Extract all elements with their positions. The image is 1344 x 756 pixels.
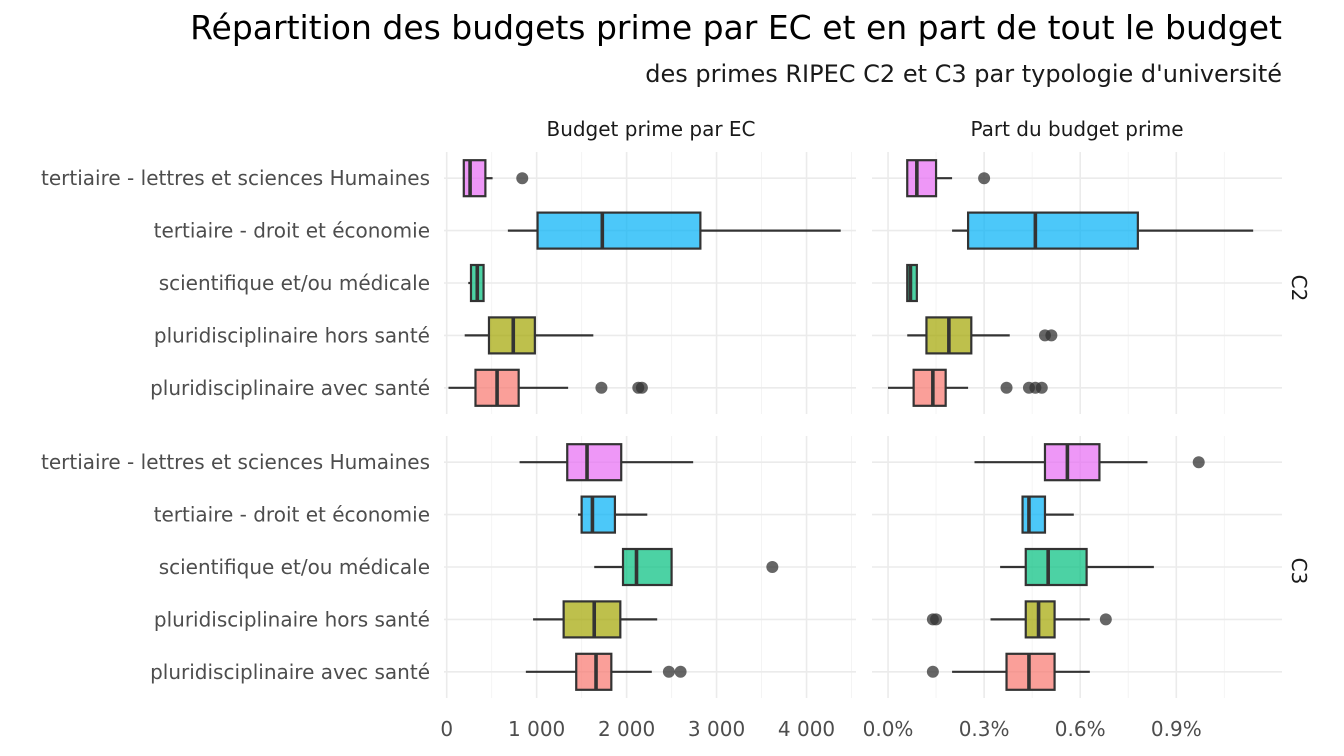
boxplot-tertiaire-lettres-et-sciences-humaines (462, 159, 529, 198)
outlier-point (662, 665, 675, 678)
category-label-pluridisciplinaire-hors-sante: pluridisciplinaire hors santé (154, 607, 430, 631)
box-iqr (1043, 443, 1101, 482)
category-label-pluridisciplinaire-avec-sante: pluridisciplinaire avec santé (150, 376, 430, 400)
facet-label-c3: C3 (1287, 558, 1311, 585)
boxplot-tertiaire-droit-et-economie (507, 211, 841, 250)
outlier-point (595, 381, 608, 394)
category-label-tertiaire-droit-et-economie: tertiaire - droit et économie (154, 503, 430, 527)
outlier-point (766, 561, 779, 573)
panel-c3-budget-prime-par-ec (519, 443, 779, 691)
outlier-point (635, 381, 648, 394)
category-label-pluridisciplinaire-avec-sante: pluridisciplinaire avec santé (150, 660, 430, 684)
box-iqr (575, 652, 613, 691)
category-label-tertiaire-lettres-et-sciences-humaines: tertiaire - lettres et sciences Humaines (41, 450, 430, 474)
boxplot-scientifique-et-ou-medicale (906, 263, 918, 303)
category-label-pluridisciplinaire-hors-sante: pluridisciplinaire hors santé (154, 323, 430, 347)
x-tick-label: 3 000 (688, 717, 745, 741)
facet-label-c2: C2 (1287, 275, 1311, 302)
x-tick-label: 1 000 (508, 717, 565, 741)
chart-subtitle: des primes RIPEC C2 et C3 par typologie … (645, 60, 1282, 88)
x-tick-label: 0.9% (1151, 717, 1202, 741)
category-label-scientifique-et-ou-medicale: scientifique et/ou médicale (159, 555, 430, 579)
boxplot-scientifique-et-ou-medicale (594, 547, 779, 587)
facet-label-budget-prime-par-ec: Budget prime par EC (546, 117, 755, 141)
boxplot-scientifique-et-ou-medicale (1000, 547, 1154, 587)
outlier-point (930, 613, 943, 626)
boxplot-scientifique-et-ou-medicale (468, 263, 485, 303)
box-iqr (562, 600, 622, 639)
x-tick-label: 0.3% (959, 717, 1010, 741)
x-tick-label: 2 000 (598, 717, 655, 741)
boxplot-pluridisciplinaire-avec-sante (525, 652, 687, 691)
box-iqr (912, 368, 947, 407)
category-label-tertiaire-droit-et-economie: tertiaire - droit et économie (154, 219, 430, 243)
box-iqr (906, 159, 938, 198)
box-iqr (462, 159, 487, 198)
outlier-point (978, 172, 991, 185)
box-iqr (966, 211, 1139, 250)
boxplot-tertiaire-droit-et-economie (952, 211, 1254, 250)
facet-label-part-du-budget-prime: Part du budget prime (970, 117, 1183, 141)
box-iqr (580, 495, 617, 534)
x-tick-label: 4 000 (778, 717, 835, 741)
boxplot-tertiaire-lettres-et-sciences-humaines (974, 443, 1205, 482)
boxplot-pluridisciplinaire-hors-sante (533, 600, 658, 639)
boxplot-tertiaire-lettres-et-sciences-humaines (519, 443, 694, 482)
box-iqr (1021, 495, 1047, 534)
panel-c2-part-du-budget-prime (888, 159, 1254, 407)
boxplot-pluridisciplinaire-hors-sante (907, 316, 1058, 355)
category-label-scientifique-et-ou-medicale: scientifique et/ou médicale (159, 271, 430, 295)
x-tick-label: 0.0% (863, 717, 914, 741)
boxplot-pluridisciplinaire-hors-sante (464, 316, 594, 355)
boxplot-pluridisciplinaire-avec-sante (888, 368, 1048, 407)
outlier-point (1192, 456, 1205, 469)
box-iqr (536, 211, 702, 250)
outlier-point (1035, 381, 1048, 394)
outlier-point (926, 665, 939, 678)
chart-title: Répartition des budgets prime par EC et … (190, 8, 1282, 47)
outlier-point (674, 665, 687, 678)
box-iqr (566, 443, 623, 482)
boxplot-tertiaire-droit-et-economie (1021, 495, 1074, 534)
facet-panels: tertiaire - lettres et sciences Humaines… (41, 152, 1282, 741)
boxplot-pluridisciplinaire-hors-sante (926, 600, 1112, 639)
boxplot-tertiaire-lettres-et-sciences-humaines (906, 159, 991, 198)
boxplot-pluridisciplinaire-avec-sante (448, 368, 648, 407)
panel-c3-part-du-budget-prime (926, 443, 1205, 691)
outlier-point (1099, 613, 1112, 626)
x-tick-label: 0.6% (1055, 717, 1106, 741)
panel-c2-budget-prime-par-ec (448, 159, 841, 407)
category-label-tertiaire-lettres-et-sciences-humaines: tertiaire - lettres et sciences Humaines (41, 166, 430, 190)
outlier-point (1045, 329, 1058, 342)
box-iqr (1024, 547, 1088, 587)
x-tick-label: 0 (440, 717, 453, 741)
outlier-point (516, 172, 529, 185)
outlier-point (1000, 381, 1013, 394)
boxplot-pluridisciplinaire-avec-sante (926, 652, 1090, 691)
box-iqr (621, 547, 673, 587)
boxplot-tertiaire-droit-et-economie (578, 495, 648, 534)
